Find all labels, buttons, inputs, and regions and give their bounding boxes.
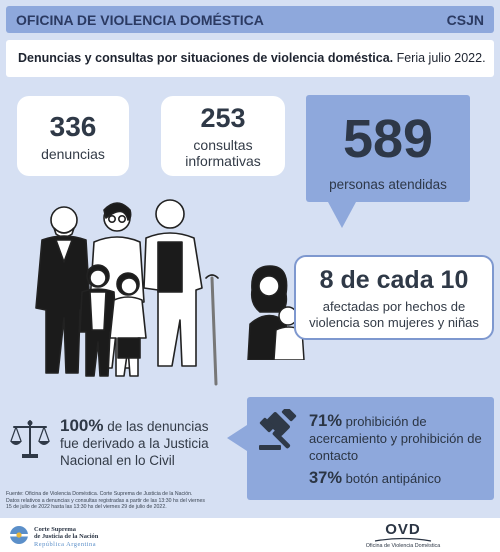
- consultas-card: 253 consultas informativas: [161, 96, 285, 176]
- source-line1: Fuente: Oficina de Violencia Doméstica. …: [6, 491, 193, 497]
- women-callout: 8 de cada 10 afectadas por hechos de vio…: [294, 255, 494, 340]
- infographic: OFICINA DE VIOLENCIA DOMÉSTICA CSJN Denu…: [0, 0, 500, 518]
- csjn-line2: de Justicia de la Nación: [34, 533, 99, 541]
- women-label-line2: violencia son mujeres y niñas: [309, 315, 479, 330]
- consultas-label-line1: consultas: [193, 137, 253, 153]
- footer: Corte Suprema de Justicia de la Nación R…: [0, 518, 500, 552]
- ovd-swoosh-icon: [374, 537, 432, 542]
- csjn-line1: Corte Suprema: [34, 526, 76, 533]
- women-label: afectadas por hechos de violencia son mu…: [296, 299, 492, 331]
- csjn-line3: República Argentina: [34, 540, 97, 548]
- csjn-emblem-icon: [10, 526, 28, 544]
- women-label-line1: afectadas por hechos de: [322, 299, 466, 314]
- derivado-text: 100% de las denuncias fue derivado a la …: [60, 417, 260, 469]
- medidas-line1: 71% prohibición de: [309, 413, 489, 430]
- subtitle-period: Feria julio 2022.: [393, 51, 486, 65]
- subtitle-bar: Denuncias y consultas por situaciones de…: [6, 40, 494, 77]
- consultas-label-line2: informativas: [185, 153, 261, 169]
- ovd-name: Oficina de Violencia Doméstica: [365, 543, 441, 549]
- personas-value: 589: [342, 109, 434, 169]
- denuncias-label: denuncias: [41, 146, 105, 162]
- derivado-line2: fue derivado a la Justicia: [60, 436, 209, 451]
- source-line3: 15 de julio de 2022 hasta las 13:30 hs d…: [6, 504, 167, 511]
- ovd-logo: OVD Oficina de Violencia Doméstica: [358, 522, 448, 549]
- personas-label: personas atendidas: [329, 177, 447, 192]
- header-bar: OFICINA DE VIOLENCIA DOMÉSTICA CSJN: [6, 6, 494, 33]
- consultas-value: 253: [200, 103, 246, 133]
- denuncias-card: 336 denuncias: [17, 96, 129, 176]
- derivado-text1: de las denuncias: [103, 419, 209, 434]
- source-note: Fuente: Oficina de Violencia Doméstica. …: [6, 491, 236, 511]
- derivado-line3: Nacional en lo Civil: [60, 453, 175, 468]
- scales-icon: [10, 420, 50, 458]
- derivado-pct: 100%: [60, 416, 104, 435]
- boton-pct: 37%: [309, 469, 343, 487]
- prohibicion-text-a: prohibición de: [342, 414, 427, 429]
- medidas-line2: 37% botón antipánico: [309, 470, 489, 487]
- source-line2: Datos relativos a denuncias y consultas …: [6, 497, 205, 504]
- personas-box: 589 personas atendidas: [306, 95, 470, 202]
- prohibicion-pct: 71%: [309, 412, 343, 430]
- prohibicion-text-c: contacto: [309, 448, 359, 463]
- org-acronym: CSJN: [446, 12, 484, 28]
- women-ratio: 8 de cada 10: [319, 266, 469, 294]
- personas-box-pointer: [328, 202, 356, 228]
- mother-daughter-illustration: [247, 265, 305, 360]
- denuncias-value: 336: [49, 111, 97, 142]
- office-title: OFICINA DE VIOLENCIA DOMÉSTICA: [16, 12, 264, 28]
- family-illustration: [35, 199, 219, 386]
- ovd-mark: OVD: [385, 521, 421, 538]
- consultas-label: consultas informativas: [161, 137, 285, 169]
- derivado-line1: 100% de las denuncias: [60, 417, 260, 435]
- prohibicion-text-b: acercamiento y prohibición de: [309, 431, 482, 446]
- csjn-name: Corte Suprema de Justicia de la Nación R…: [34, 526, 98, 548]
- subtitle-bold: Denuncias y consultas por situaciones de…: [18, 51, 394, 65]
- medidas-box: 71% prohibición de acercamiento y prohib…: [247, 397, 494, 500]
- boton-text: botón antipánico: [342, 471, 442, 486]
- gavel-icon: [259, 409, 297, 450]
- medidas-box-pointer: [227, 425, 247, 451]
- medidas-text: 71% prohibición de acercamiento y prohib…: [309, 413, 489, 487]
